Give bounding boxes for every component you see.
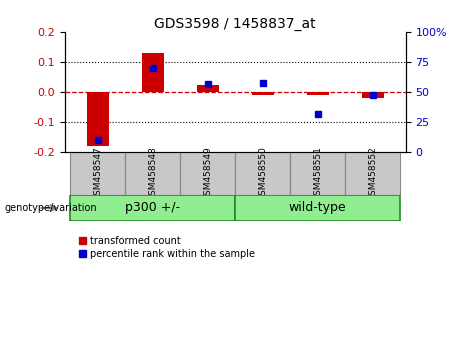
Text: GSM458551: GSM458551 <box>313 146 322 201</box>
Text: p300 +/-: p300 +/- <box>125 201 180 215</box>
Text: genotype/variation: genotype/variation <box>5 203 97 213</box>
Bar <box>180 153 235 195</box>
Bar <box>70 153 125 195</box>
Bar <box>87 92 108 147</box>
Bar <box>362 92 384 98</box>
Text: GSM458552: GSM458552 <box>368 146 377 201</box>
Legend: transformed count, percentile rank within the sample: transformed count, percentile rank withi… <box>79 236 255 259</box>
Text: GSM458550: GSM458550 <box>258 146 267 201</box>
Text: GSM458548: GSM458548 <box>148 146 157 201</box>
Bar <box>290 153 345 195</box>
Bar <box>142 53 164 92</box>
Text: wild-type: wild-type <box>289 201 347 215</box>
Bar <box>196 85 219 92</box>
Bar <box>252 92 274 95</box>
Bar <box>307 92 329 95</box>
Bar <box>235 153 290 195</box>
Bar <box>345 153 400 195</box>
Bar <box>125 153 180 195</box>
Text: GSM458549: GSM458549 <box>203 146 212 201</box>
Bar <box>70 195 235 221</box>
Text: GSM458547: GSM458547 <box>93 146 102 201</box>
Title: GDS3598 / 1458837_at: GDS3598 / 1458837_at <box>154 17 316 31</box>
Bar <box>235 195 400 221</box>
